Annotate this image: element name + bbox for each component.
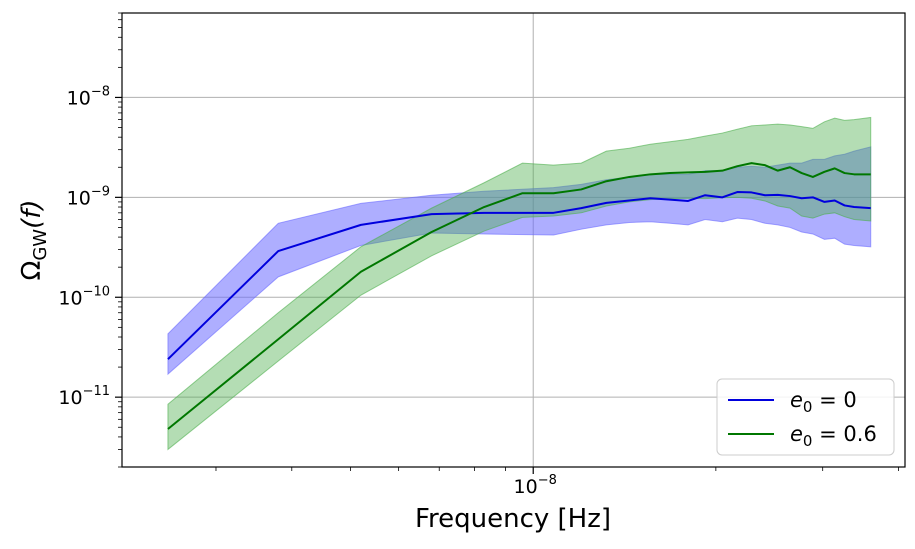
y-tick-label-2-base: 10: [58, 287, 82, 309]
y-tick-label-3: 10−11: [58, 384, 110, 409]
y-axis-label-main: Ω: [17, 261, 47, 281]
legend-box: [716, 378, 895, 456]
y-tick-label-1-exp: −9: [91, 184, 110, 199]
y-axis-label-sub: GW: [30, 229, 51, 261]
line-series-1: [167, 162, 871, 430]
legend: e0 = 0 e0 = 0.6: [716, 378, 895, 456]
y-axis-label-tail: (f): [17, 199, 47, 228]
series-lines: [167, 162, 871, 430]
y-tick-label-0: 10−8: [67, 84, 110, 109]
legend-label-e0-0-sub: 0: [803, 398, 813, 416]
legend-label-e0-06-sub: 0: [803, 432, 813, 450]
y-tick-label-2: 10−10: [58, 284, 110, 309]
legend-label-e0-0: e0 = 0: [790, 388, 857, 416]
y-tick-label-3-exp: −11: [83, 384, 110, 399]
y-tick-label-1-base: 10: [67, 187, 91, 209]
legend-label-e0-06: e0 = 0.6: [790, 422, 877, 450]
y-tick-label-0-base: 10: [67, 87, 91, 109]
x-tick-label-0-exp: −8: [538, 473, 557, 488]
legend-label-e0-06-main: e: [790, 422, 803, 446]
line-series-0: [167, 191, 871, 360]
plot-frame: [121, 12, 906, 468]
x-axis-label: Frequency [Hz]: [415, 504, 611, 534]
legend-label-e0-0-main: e: [790, 388, 803, 412]
band-series-1: [167, 116, 872, 451]
y-axis-label: ΩGW(f): [17, 199, 51, 280]
y-tick-label-1: 10−9: [67, 184, 110, 209]
legend-label-e0-06-tail: = 0.6: [812, 422, 876, 446]
x-tick-label-0: 10−8: [514, 473, 557, 498]
legend-label-e0-0-tail: = 0: [812, 388, 856, 412]
x-tick-label-0-base: 10: [514, 476, 538, 498]
y-tick-label-2-exp: −10: [83, 284, 110, 299]
y-tick-label-3-base: 10: [58, 387, 82, 409]
y-tick-label-0-exp: −8: [91, 84, 110, 99]
